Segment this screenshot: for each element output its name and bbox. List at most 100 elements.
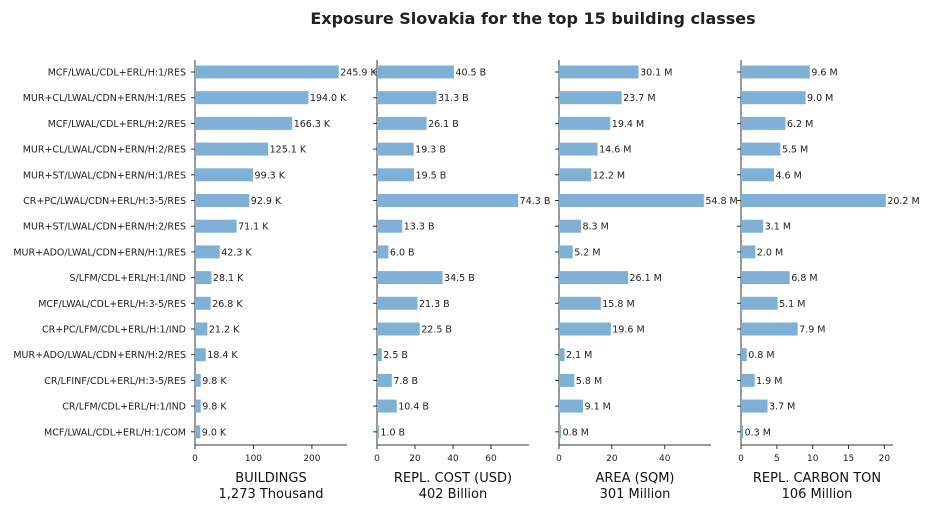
- bar-value-label: 1.0 B: [380, 427, 405, 438]
- bar: [559, 245, 573, 259]
- bar: [377, 245, 389, 259]
- bar-value-label: 9.1 M: [585, 402, 611, 413]
- bar: [559, 399, 584, 413]
- bar: [195, 116, 293, 130]
- category-label: MUR+CL/LWAL/CDN+ERN/H:2/RES: [23, 145, 186, 156]
- bar-value-label: 19.3 B: [415, 145, 446, 156]
- bar-value-label: 125.1 K: [270, 145, 307, 156]
- bar-value-label: 3.1 M: [765, 222, 791, 233]
- category-label: MUR+ST/LWAL/CDN+ERN/H:1/RES: [23, 170, 186, 181]
- category-label: S/LFM/CDL+ERL/H:1/IND: [70, 273, 187, 284]
- bar: [741, 219, 764, 233]
- bar-value-label: 7.8 B: [393, 376, 418, 387]
- bar: [559, 322, 611, 336]
- bar-value-label: 1.9 M: [756, 376, 782, 387]
- category-label: MUR+ADO/LWAL/CDN+ERN/H:1/RES: [13, 247, 186, 258]
- bar: [195, 425, 201, 439]
- chart-title: Exposure Slovakia for the top 15 buildin…: [310, 9, 755, 28]
- bar: [559, 219, 581, 233]
- bar: [195, 245, 220, 259]
- x-axis-label: REPL. COST (USD): [394, 471, 512, 486]
- bar: [741, 245, 756, 259]
- bar-value-label: 20.2 M: [887, 196, 919, 207]
- bar: [741, 65, 810, 79]
- x-tick-label: 0: [374, 454, 380, 464]
- bar: [559, 142, 598, 156]
- x-axis-label: AREA (SQM): [595, 471, 674, 486]
- x-tick-label: 15: [843, 454, 854, 464]
- bar-value-label: 21.2 K: [209, 325, 240, 336]
- bar-value-label: 245.9 K: [340, 68, 377, 79]
- bar-value-label: 42.3 K: [221, 247, 252, 258]
- bar-value-label: 0.8 M: [748, 350, 774, 361]
- category-label: CR/LFM/CDL+ERL/H:1/IND: [62, 402, 186, 413]
- x-axis-total-label: 106 Million: [782, 487, 853, 502]
- bar-value-label: 19.5 B: [416, 170, 447, 181]
- x-tick-label: 40: [447, 454, 459, 464]
- bar-value-label: 74.3 B: [520, 196, 551, 207]
- x-tick-label: 10: [807, 454, 819, 464]
- bar: [741, 271, 790, 285]
- bar-value-label: 12.2 M: [593, 170, 625, 181]
- bar: [741, 425, 744, 439]
- bar-value-label: 9.6 M: [811, 68, 837, 79]
- bar: [377, 373, 392, 387]
- bar-value-label: 8.3 M: [582, 222, 608, 233]
- bar: [741, 194, 886, 207]
- bar: [195, 142, 269, 156]
- x-axis-total-label: 1,273 Thousand: [219, 487, 324, 502]
- x-axis-total-label: 402 Billion: [419, 487, 488, 502]
- bar: [559, 116, 611, 130]
- bar: [377, 65, 454, 79]
- bar: [741, 399, 768, 413]
- bar-value-label: 2.5 B: [383, 350, 408, 361]
- category-label: MUR+CL/LWAL/CDN+ERN/H:1/RES: [23, 93, 186, 104]
- bar-value-label: 2.1 M: [566, 350, 592, 361]
- bar-value-label: 6.8 M: [791, 273, 817, 284]
- bar: [559, 296, 601, 310]
- bar-value-label: 9.8 K: [202, 402, 227, 413]
- bar-value-label: 92.9 K: [251, 196, 282, 207]
- bar: [377, 168, 415, 182]
- bar: [559, 91, 622, 105]
- bar: [377, 91, 437, 105]
- x-tick-label: 0: [738, 454, 744, 464]
- x-tick-label: 200: [303, 454, 320, 464]
- x-tick-label: 20: [606, 454, 618, 464]
- bar-value-label: 4.6 M: [775, 170, 801, 181]
- bar: [377, 399, 397, 413]
- bar: [195, 168, 254, 182]
- category-label: MUR+ST/LWAL/CDN+ERN/H:2/RES: [23, 222, 186, 233]
- bar: [195, 91, 309, 105]
- bar-value-label: 5.1 M: [779, 299, 805, 310]
- bar: [559, 271, 628, 285]
- bar-value-label: 34.5 B: [444, 273, 475, 284]
- x-tick-label: 20: [409, 454, 421, 464]
- bar: [195, 296, 211, 310]
- bar-value-label: 5.8 M: [576, 376, 602, 387]
- bar-value-label: 5.5 M: [782, 145, 808, 156]
- x-tick-label: 40: [659, 454, 671, 464]
- bar-value-label: 22.5 B: [421, 325, 452, 336]
- category-label: CR+PC/LWAL/CDN+ERL/H:3-5/RES: [23, 196, 186, 207]
- bar: [741, 142, 781, 156]
- bar: [377, 348, 382, 362]
- bar-value-label: 194.0 K: [310, 93, 347, 104]
- bar-value-label: 30.1 M: [640, 68, 672, 79]
- bar-value-label: 3.7 M: [769, 402, 795, 413]
- x-axis-label: BUILDINGS: [235, 471, 306, 486]
- bar-value-label: 28.1 K: [213, 273, 244, 284]
- bar-value-label: 10.4 B: [398, 402, 429, 413]
- bar-value-label: 54.8 M: [705, 196, 737, 207]
- bar: [377, 271, 443, 285]
- bar: [195, 399, 201, 413]
- bar: [195, 348, 206, 362]
- bar-value-label: 9.0 K: [202, 427, 227, 438]
- bar: [195, 219, 237, 233]
- x-axis-total-label: 301 Million: [600, 487, 671, 502]
- bar-value-label: 19.4 M: [612, 119, 644, 130]
- bar: [741, 322, 798, 336]
- bar-value-label: 31.3 B: [438, 93, 469, 104]
- bar: [377, 425, 379, 439]
